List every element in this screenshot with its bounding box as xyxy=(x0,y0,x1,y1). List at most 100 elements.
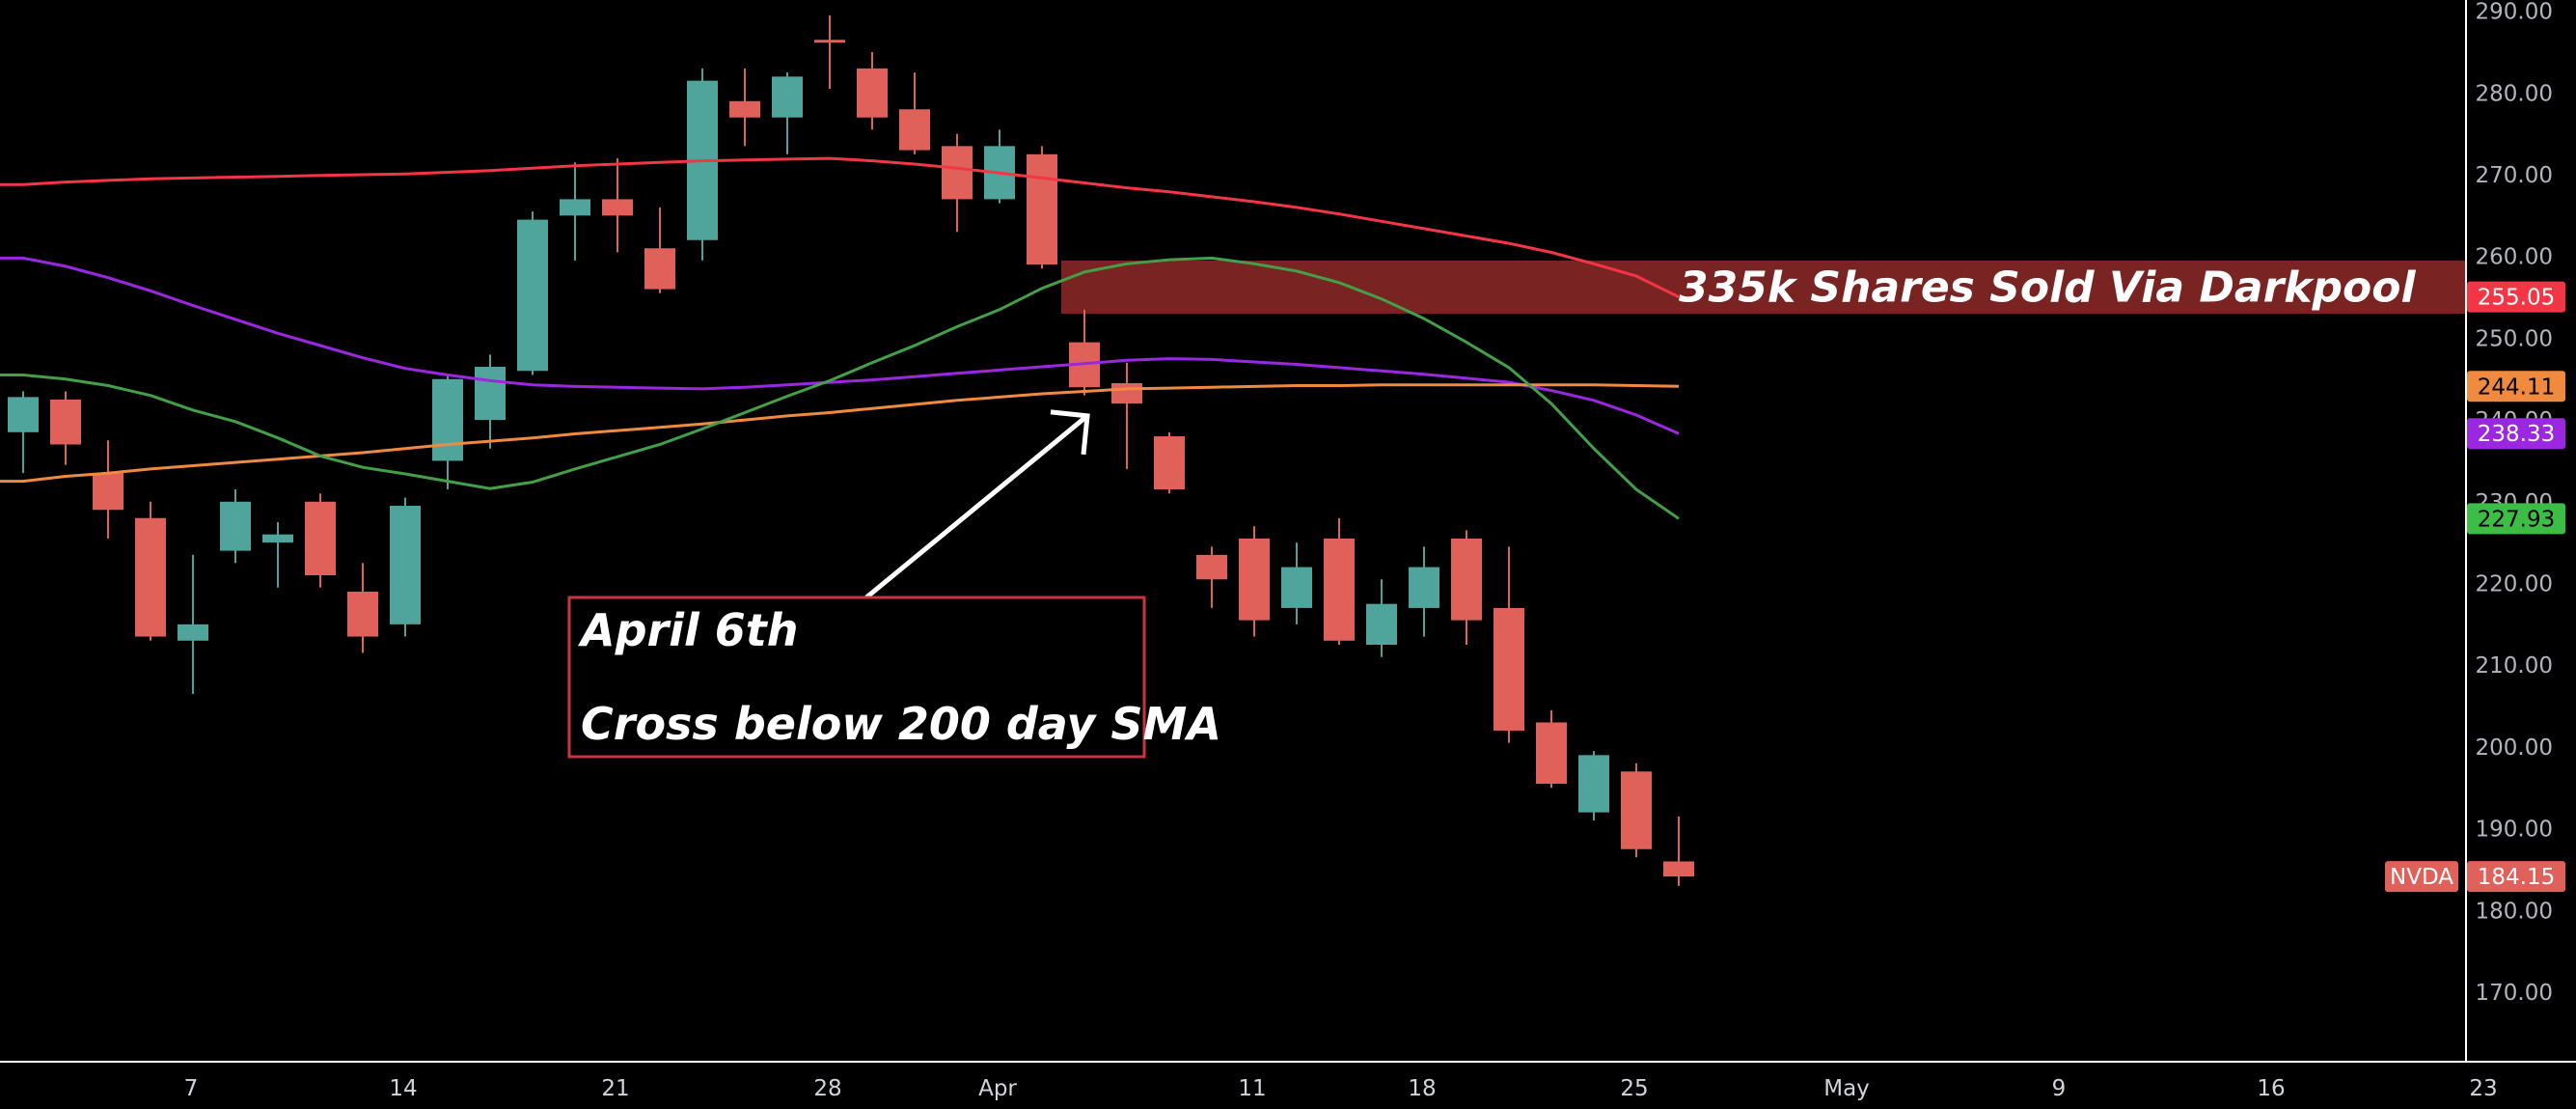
candle-body xyxy=(432,378,463,461)
ma-price-tag-text: 227.93 xyxy=(2478,507,2555,532)
date-tick-label: Apr xyxy=(978,1076,1017,1101)
candle-body xyxy=(93,473,123,511)
annotation-arrow-head xyxy=(1050,409,1090,456)
candle[interactable] xyxy=(517,211,548,375)
candle[interactable] xyxy=(1154,431,1185,494)
candle[interactable] xyxy=(1027,146,1057,269)
candle-body xyxy=(560,199,590,216)
candle[interactable] xyxy=(135,501,166,641)
darkpool-zone-label: 335k Shares Sold Via Darkpool xyxy=(1679,263,2416,312)
ma-price-tag-bg xyxy=(2467,418,2565,450)
last-price-tag: 184.15 xyxy=(2467,861,2565,893)
candle[interactable] xyxy=(560,162,590,261)
candle-body xyxy=(602,199,633,216)
ma-price-tag-text: 238.33 xyxy=(2478,422,2555,447)
time-axis[interactable]: 7 14 21 28 Apr 11 18 25 May 9 16 23 xyxy=(184,1076,2498,1101)
candle[interactable] xyxy=(1324,517,1355,646)
candle[interactable] xyxy=(1536,709,1567,789)
date-tick-label: 23 xyxy=(2469,1076,2497,1101)
candle[interactable] xyxy=(262,521,293,588)
candle-body xyxy=(1621,771,1652,849)
candle-body xyxy=(50,399,81,445)
date-tick-label: 25 xyxy=(1620,1076,1648,1101)
price-tick-label: 190.00 xyxy=(2476,818,2553,843)
candle[interactable] xyxy=(347,563,378,653)
last-price-tag-bg xyxy=(2467,861,2565,893)
candle[interactable] xyxy=(602,158,633,253)
ma-price-tag-bg xyxy=(2467,503,2565,535)
ma-price-tag-bg xyxy=(2467,371,2565,402)
price-axis[interactable]: 170.00180.00190.00200.00210.00220.00230.… xyxy=(2476,0,2553,1006)
candle-body xyxy=(1663,861,1694,877)
candle-body xyxy=(8,397,39,432)
candle[interactable] xyxy=(1281,542,1312,624)
candle-body xyxy=(729,100,760,118)
candle-body xyxy=(1196,554,1227,580)
candle[interactable] xyxy=(1366,579,1397,657)
candle[interactable] xyxy=(1494,546,1524,743)
candle[interactable] xyxy=(220,489,251,564)
candle-body xyxy=(814,40,845,43)
annotation-line: Cross below 200 day SMA xyxy=(581,698,1221,750)
ma-price-tag-text: 244.11 xyxy=(2478,374,2555,400)
candle-body xyxy=(857,68,888,118)
candle-body xyxy=(1494,607,1524,731)
price-tick-label: 210.00 xyxy=(2476,653,2553,679)
date-tick-label: 28 xyxy=(813,1076,841,1101)
candle-body xyxy=(178,624,208,641)
candle[interactable] xyxy=(687,68,718,261)
candle[interactable] xyxy=(1578,751,1609,821)
moving-average-line xyxy=(0,256,1680,435)
price-tick-label: 290.00 xyxy=(2476,0,2553,25)
candle[interactable] xyxy=(857,51,888,130)
price-tick-label: 280.00 xyxy=(2476,81,2553,106)
candle-body xyxy=(135,517,166,637)
candle-body xyxy=(772,76,803,118)
ma-price-tag: 238.33 xyxy=(2467,418,2565,450)
candle-body xyxy=(644,248,675,290)
candle[interactable] xyxy=(432,374,463,490)
ma-price-tag: 227.93 xyxy=(2467,503,2565,535)
date-tick-label: 18 xyxy=(1408,1076,1436,1101)
candle[interactable] xyxy=(1409,546,1439,637)
candle[interactable] xyxy=(178,554,208,694)
price-tick-label: 270.00 xyxy=(2476,163,2553,188)
candle[interactable] xyxy=(772,72,803,154)
candle[interactable] xyxy=(475,354,506,449)
candle[interactable] xyxy=(390,497,421,637)
candle-body xyxy=(1451,538,1482,621)
price-tick-label: 180.00 xyxy=(2476,899,2553,924)
candle[interactable] xyxy=(1621,762,1652,858)
date-tick-label: 14 xyxy=(389,1076,417,1101)
candle[interactable] xyxy=(1663,816,1694,886)
candle-body xyxy=(1281,567,1312,608)
candle-body xyxy=(347,591,378,637)
candle-body xyxy=(1409,567,1439,608)
date-tick-label: 9 xyxy=(2052,1076,2067,1101)
candle[interactable] xyxy=(1239,526,1270,637)
candle[interactable] xyxy=(50,391,81,465)
ma-price-tag-text: 255.05 xyxy=(2478,286,2555,311)
moving-average-line xyxy=(0,256,1680,520)
symbol-badge-text: NVDA xyxy=(2390,865,2453,890)
date-tick-label: 16 xyxy=(2257,1076,2285,1101)
ma-price-tag: 244.11 xyxy=(2467,371,2565,402)
candle-body xyxy=(262,534,293,543)
candle[interactable] xyxy=(644,207,675,293)
candle[interactable] xyxy=(729,68,760,147)
candle[interactable] xyxy=(1451,530,1482,646)
candle[interactable] xyxy=(305,493,336,588)
candle-body xyxy=(1366,603,1397,646)
candle-body xyxy=(1536,722,1567,785)
candle[interactable] xyxy=(1196,546,1227,608)
candle[interactable] xyxy=(899,72,930,154)
price-tick-label: 250.00 xyxy=(2476,326,2553,351)
candle-body xyxy=(1239,538,1270,621)
candle[interactable] xyxy=(93,440,123,539)
candle[interactable] xyxy=(814,14,845,90)
annotation-box[interactable] xyxy=(567,596,1146,759)
candle-body xyxy=(1578,755,1609,813)
candle[interactable] xyxy=(8,391,39,474)
candle[interactable] xyxy=(942,133,973,233)
